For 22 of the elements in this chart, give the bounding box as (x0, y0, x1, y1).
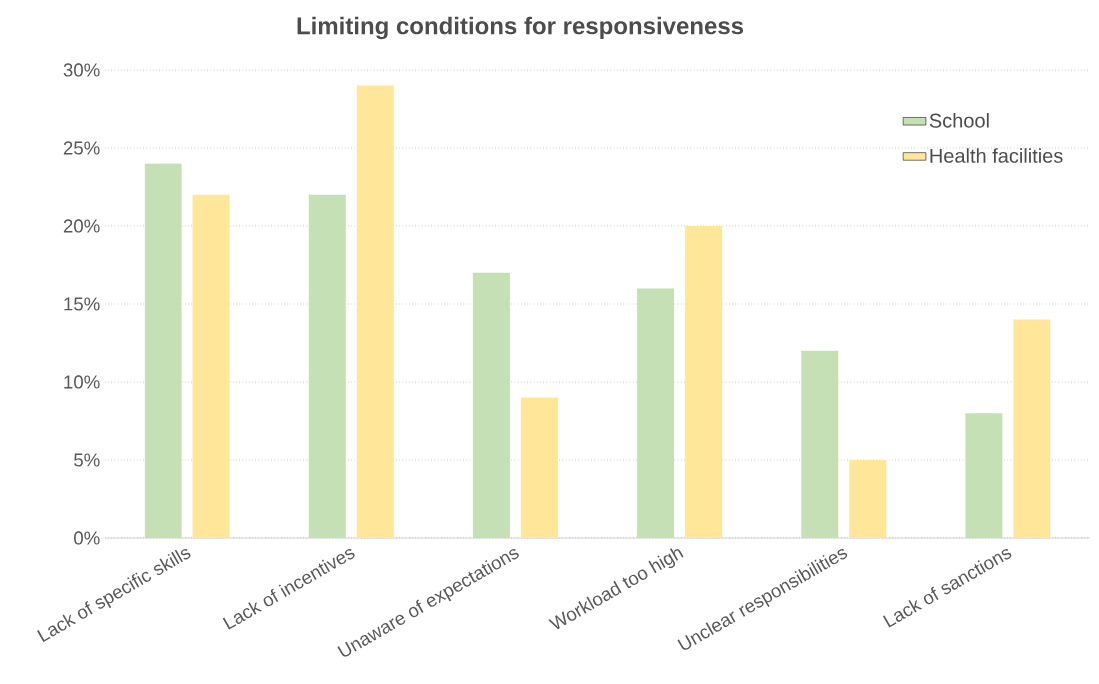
bar (472, 272, 510, 538)
legend-label: School (929, 113, 989, 128)
chart-title: Limiting conditions for responsiveness (297, 16, 744, 40)
bar (685, 225, 723, 538)
y-tick-label: 10% (64, 375, 100, 389)
legend-label: Health facilities (930, 148, 1063, 163)
bar (801, 350, 839, 538)
y-tick-label: 25% (63, 141, 100, 155)
bar (308, 194, 346, 538)
y-tick-label: 0% (74, 531, 100, 545)
y-tick-label: 30% (63, 63, 100, 77)
bar (356, 85, 394, 538)
y-tick-label: 20% (63, 219, 100, 233)
bar (144, 163, 182, 538)
bar (965, 413, 1003, 538)
bar (520, 397, 558, 538)
bar (192, 194, 230, 538)
bar (849, 459, 887, 538)
bar (637, 288, 675, 538)
y-tick-label: 5% (74, 453, 100, 467)
y-tick-label: 15% (64, 297, 100, 311)
bar (1013, 319, 1051, 538)
